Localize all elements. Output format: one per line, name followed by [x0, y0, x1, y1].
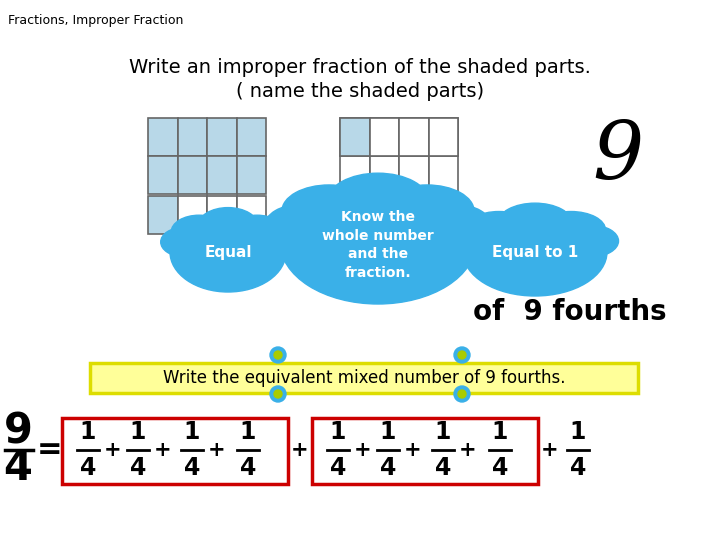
Text: Write the equivalent mixed number of 9 fourths.: Write the equivalent mixed number of 9 f… — [163, 369, 565, 387]
Bar — [399, 156, 428, 194]
Bar — [62, 418, 288, 484]
Text: 9: 9 — [4, 411, 32, 453]
Circle shape — [274, 351, 282, 359]
Text: Fractions, Improper Fraction: Fractions, Improper Fraction — [8, 14, 184, 27]
Bar — [148, 156, 178, 194]
Ellipse shape — [282, 185, 376, 237]
Ellipse shape — [564, 225, 618, 257]
Text: Know the
whole number
and the
fraction.: Know the whole number and the fraction. — [322, 211, 434, 280]
Ellipse shape — [170, 212, 286, 292]
Circle shape — [454, 347, 470, 363]
Bar — [236, 156, 266, 194]
Bar — [207, 156, 236, 194]
Circle shape — [454, 386, 470, 402]
Ellipse shape — [280, 180, 476, 304]
Ellipse shape — [463, 208, 607, 296]
Text: 1: 1 — [80, 420, 96, 444]
Text: +: + — [404, 440, 422, 460]
Text: Equal: Equal — [204, 245, 252, 260]
Text: 1: 1 — [240, 420, 256, 444]
Text: 4: 4 — [4, 447, 32, 489]
Circle shape — [274, 390, 282, 398]
Ellipse shape — [451, 225, 506, 257]
Text: ( name the shaded parts): ( name the shaded parts) — [236, 82, 484, 101]
Bar — [399, 118, 428, 156]
Text: +: + — [154, 440, 172, 460]
Text: 4: 4 — [240, 456, 256, 480]
Bar — [207, 196, 236, 234]
Text: 4: 4 — [130, 456, 146, 480]
Bar — [312, 418, 538, 484]
Bar — [428, 118, 458, 156]
Text: 4: 4 — [435, 456, 451, 480]
Text: +: + — [354, 440, 372, 460]
Circle shape — [458, 390, 466, 398]
Bar — [340, 156, 369, 194]
Bar — [178, 118, 207, 156]
Text: 4: 4 — [184, 456, 200, 480]
Ellipse shape — [264, 204, 339, 249]
Text: +: + — [291, 440, 309, 460]
Ellipse shape — [498, 203, 572, 244]
Bar — [236, 118, 266, 156]
Text: 4: 4 — [330, 456, 346, 480]
Text: =: = — [37, 435, 63, 464]
Ellipse shape — [536, 212, 606, 248]
Circle shape — [270, 347, 286, 363]
Text: 1: 1 — [492, 420, 508, 444]
Text: 1: 1 — [435, 420, 451, 444]
Text: 1: 1 — [570, 420, 586, 444]
Ellipse shape — [251, 227, 295, 256]
Ellipse shape — [327, 173, 429, 230]
Bar — [399, 118, 428, 156]
Text: 1: 1 — [380, 420, 396, 444]
Text: +: + — [104, 440, 122, 460]
Text: Write an improper fraction of the shaded parts.: Write an improper fraction of the shaded… — [129, 58, 591, 77]
Circle shape — [270, 386, 286, 402]
Text: of  9 fourths: of 9 fourths — [473, 298, 667, 326]
Bar — [340, 118, 369, 156]
Bar — [236, 196, 266, 234]
Ellipse shape — [417, 204, 492, 249]
Bar — [90, 363, 638, 393]
Polygon shape — [310, 200, 392, 288]
Text: +: + — [541, 440, 559, 460]
Ellipse shape — [161, 227, 204, 256]
Ellipse shape — [464, 212, 534, 248]
Text: 1: 1 — [184, 420, 200, 444]
Text: 4: 4 — [380, 456, 396, 480]
Bar — [207, 118, 236, 156]
Text: +: + — [208, 440, 226, 460]
Bar — [148, 196, 178, 234]
Bar — [428, 118, 458, 156]
Ellipse shape — [171, 215, 227, 249]
Bar — [369, 118, 399, 156]
Ellipse shape — [380, 185, 474, 237]
Ellipse shape — [198, 207, 258, 245]
Ellipse shape — [229, 215, 285, 249]
Bar — [428, 156, 458, 194]
Text: 9: 9 — [593, 118, 644, 195]
Bar — [178, 156, 207, 194]
Text: 1: 1 — [330, 420, 346, 444]
Text: Equal to 1: Equal to 1 — [492, 245, 578, 260]
Circle shape — [458, 351, 466, 359]
Bar — [340, 118, 369, 156]
Text: +: + — [459, 440, 477, 460]
Text: 4: 4 — [570, 456, 586, 480]
Bar — [148, 118, 178, 156]
Bar — [369, 156, 399, 194]
Bar — [369, 118, 399, 156]
Text: 1: 1 — [130, 420, 146, 444]
Text: 4: 4 — [80, 456, 96, 480]
Bar — [178, 196, 207, 234]
Text: 4: 4 — [492, 456, 508, 480]
